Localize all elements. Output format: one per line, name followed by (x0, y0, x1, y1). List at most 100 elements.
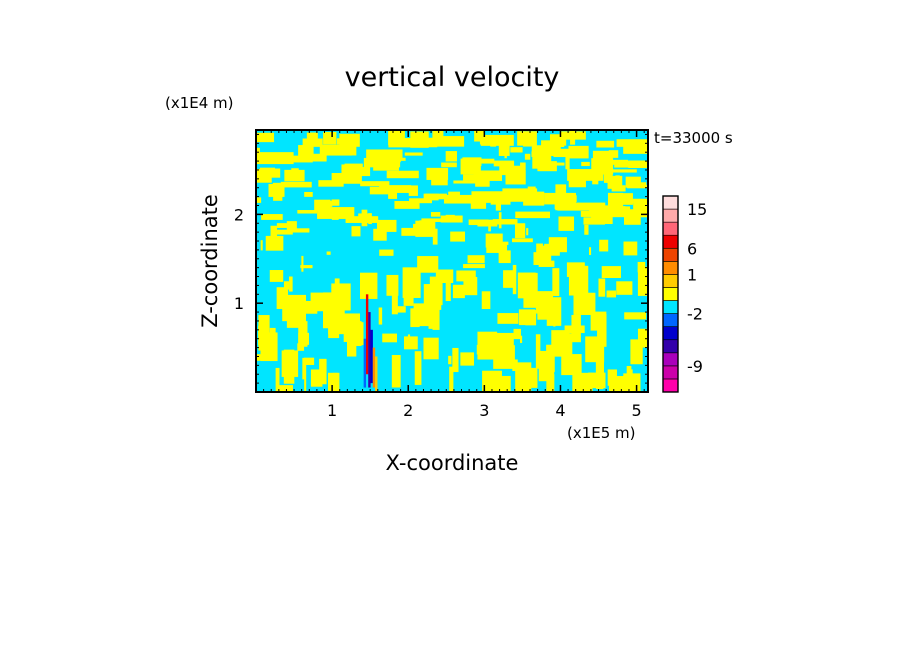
positive-region (283, 349, 295, 384)
positive-region (388, 137, 416, 148)
positive-region (318, 180, 344, 187)
positive-region (555, 184, 567, 200)
colorbar-swatch (662, 300, 679, 314)
positive-region (523, 272, 538, 308)
time-label: t=33000 s (654, 129, 733, 147)
positive-region (428, 310, 434, 329)
positive-region (298, 321, 308, 347)
positive-region (513, 328, 521, 340)
positive-region (498, 144, 510, 156)
y-axis-label: Z-coordinate (198, 194, 222, 328)
positive-region (637, 261, 646, 273)
colorbar-swatch (662, 352, 679, 367)
positive-region (341, 164, 352, 182)
positive-region (369, 186, 396, 195)
positive-region (565, 154, 570, 170)
colorbar-frame (662, 195, 679, 393)
positive-region (379, 249, 394, 256)
positive-region (280, 155, 313, 163)
positive-region (296, 183, 307, 187)
positive-region (452, 347, 459, 373)
positive-region (630, 339, 643, 365)
positive-region (441, 162, 457, 168)
positive-region (602, 169, 637, 173)
positive-region (345, 216, 379, 223)
positive-region (443, 194, 472, 204)
x-tick-label: 4 (555, 401, 565, 420)
positive-region (584, 224, 589, 235)
positive-region (404, 152, 423, 156)
positive-region (376, 219, 397, 232)
positive-region (567, 169, 604, 181)
positive-region (473, 170, 503, 181)
positive-region (269, 327, 276, 335)
positive-region (505, 169, 526, 185)
core-streak (372, 347, 376, 388)
positive-region (332, 372, 338, 392)
x-tick-label: 3 (479, 401, 489, 420)
positive-region (603, 170, 613, 183)
positive-region (619, 193, 633, 205)
positive-region (309, 153, 327, 162)
positive-region (526, 228, 529, 236)
core-streak (375, 356, 378, 392)
positive-region (273, 188, 283, 201)
positive-region (415, 137, 438, 148)
y-axis-ticks: 12 (234, 133, 648, 384)
positive-region (323, 131, 337, 145)
colorbar-swatch (662, 234, 679, 249)
positive-region (278, 385, 293, 392)
positive-region (410, 308, 420, 328)
positive-region (493, 332, 514, 369)
positive-region (573, 292, 596, 315)
positive-region (435, 269, 454, 283)
y-unit-label: (x1E4 m) (165, 94, 234, 112)
positive-region (593, 159, 629, 165)
positive-region (431, 175, 448, 186)
positive-region (493, 160, 515, 167)
positive-region (276, 287, 289, 309)
positive-region (477, 219, 498, 227)
colorbar-swatch (662, 221, 679, 236)
positive-region (534, 162, 565, 166)
positive-region (326, 251, 331, 255)
positive-region (314, 199, 331, 212)
positive-region (423, 284, 442, 310)
colorbar-label: -9 (687, 357, 703, 376)
positive-region (470, 168, 479, 173)
x-unit-label: (x1E5 m) (567, 424, 636, 442)
positive-region (349, 166, 371, 177)
positive-region (555, 203, 593, 211)
positive-region (558, 216, 575, 231)
positive-region (535, 334, 541, 369)
positive-region (544, 192, 576, 205)
positive-region (471, 191, 507, 203)
positive-region (482, 370, 502, 392)
positive-region (524, 153, 531, 160)
positive-region (502, 188, 538, 198)
positive-region (297, 210, 318, 214)
colorbar-swatch (662, 208, 679, 223)
positive-region (373, 228, 387, 241)
colorbar-label: -2 (687, 305, 703, 324)
positive-region (596, 140, 615, 148)
positive-region (507, 165, 526, 173)
positive-region (474, 130, 485, 142)
positive-region (601, 266, 621, 278)
positive-region (306, 132, 318, 143)
positive-region (538, 350, 555, 382)
positive-region (339, 133, 360, 147)
positive-region (373, 160, 399, 171)
colorbar-label: 6 (687, 239, 697, 258)
positive-region (569, 333, 573, 362)
positive-region (409, 198, 432, 204)
positive-region (600, 241, 606, 250)
positive-region (331, 199, 340, 206)
colorbar-swatch (662, 339, 679, 354)
positive-region (553, 148, 583, 158)
positive-region (328, 319, 340, 339)
positive-region (320, 148, 352, 156)
positive-region (378, 307, 383, 325)
positive-region (414, 351, 422, 385)
